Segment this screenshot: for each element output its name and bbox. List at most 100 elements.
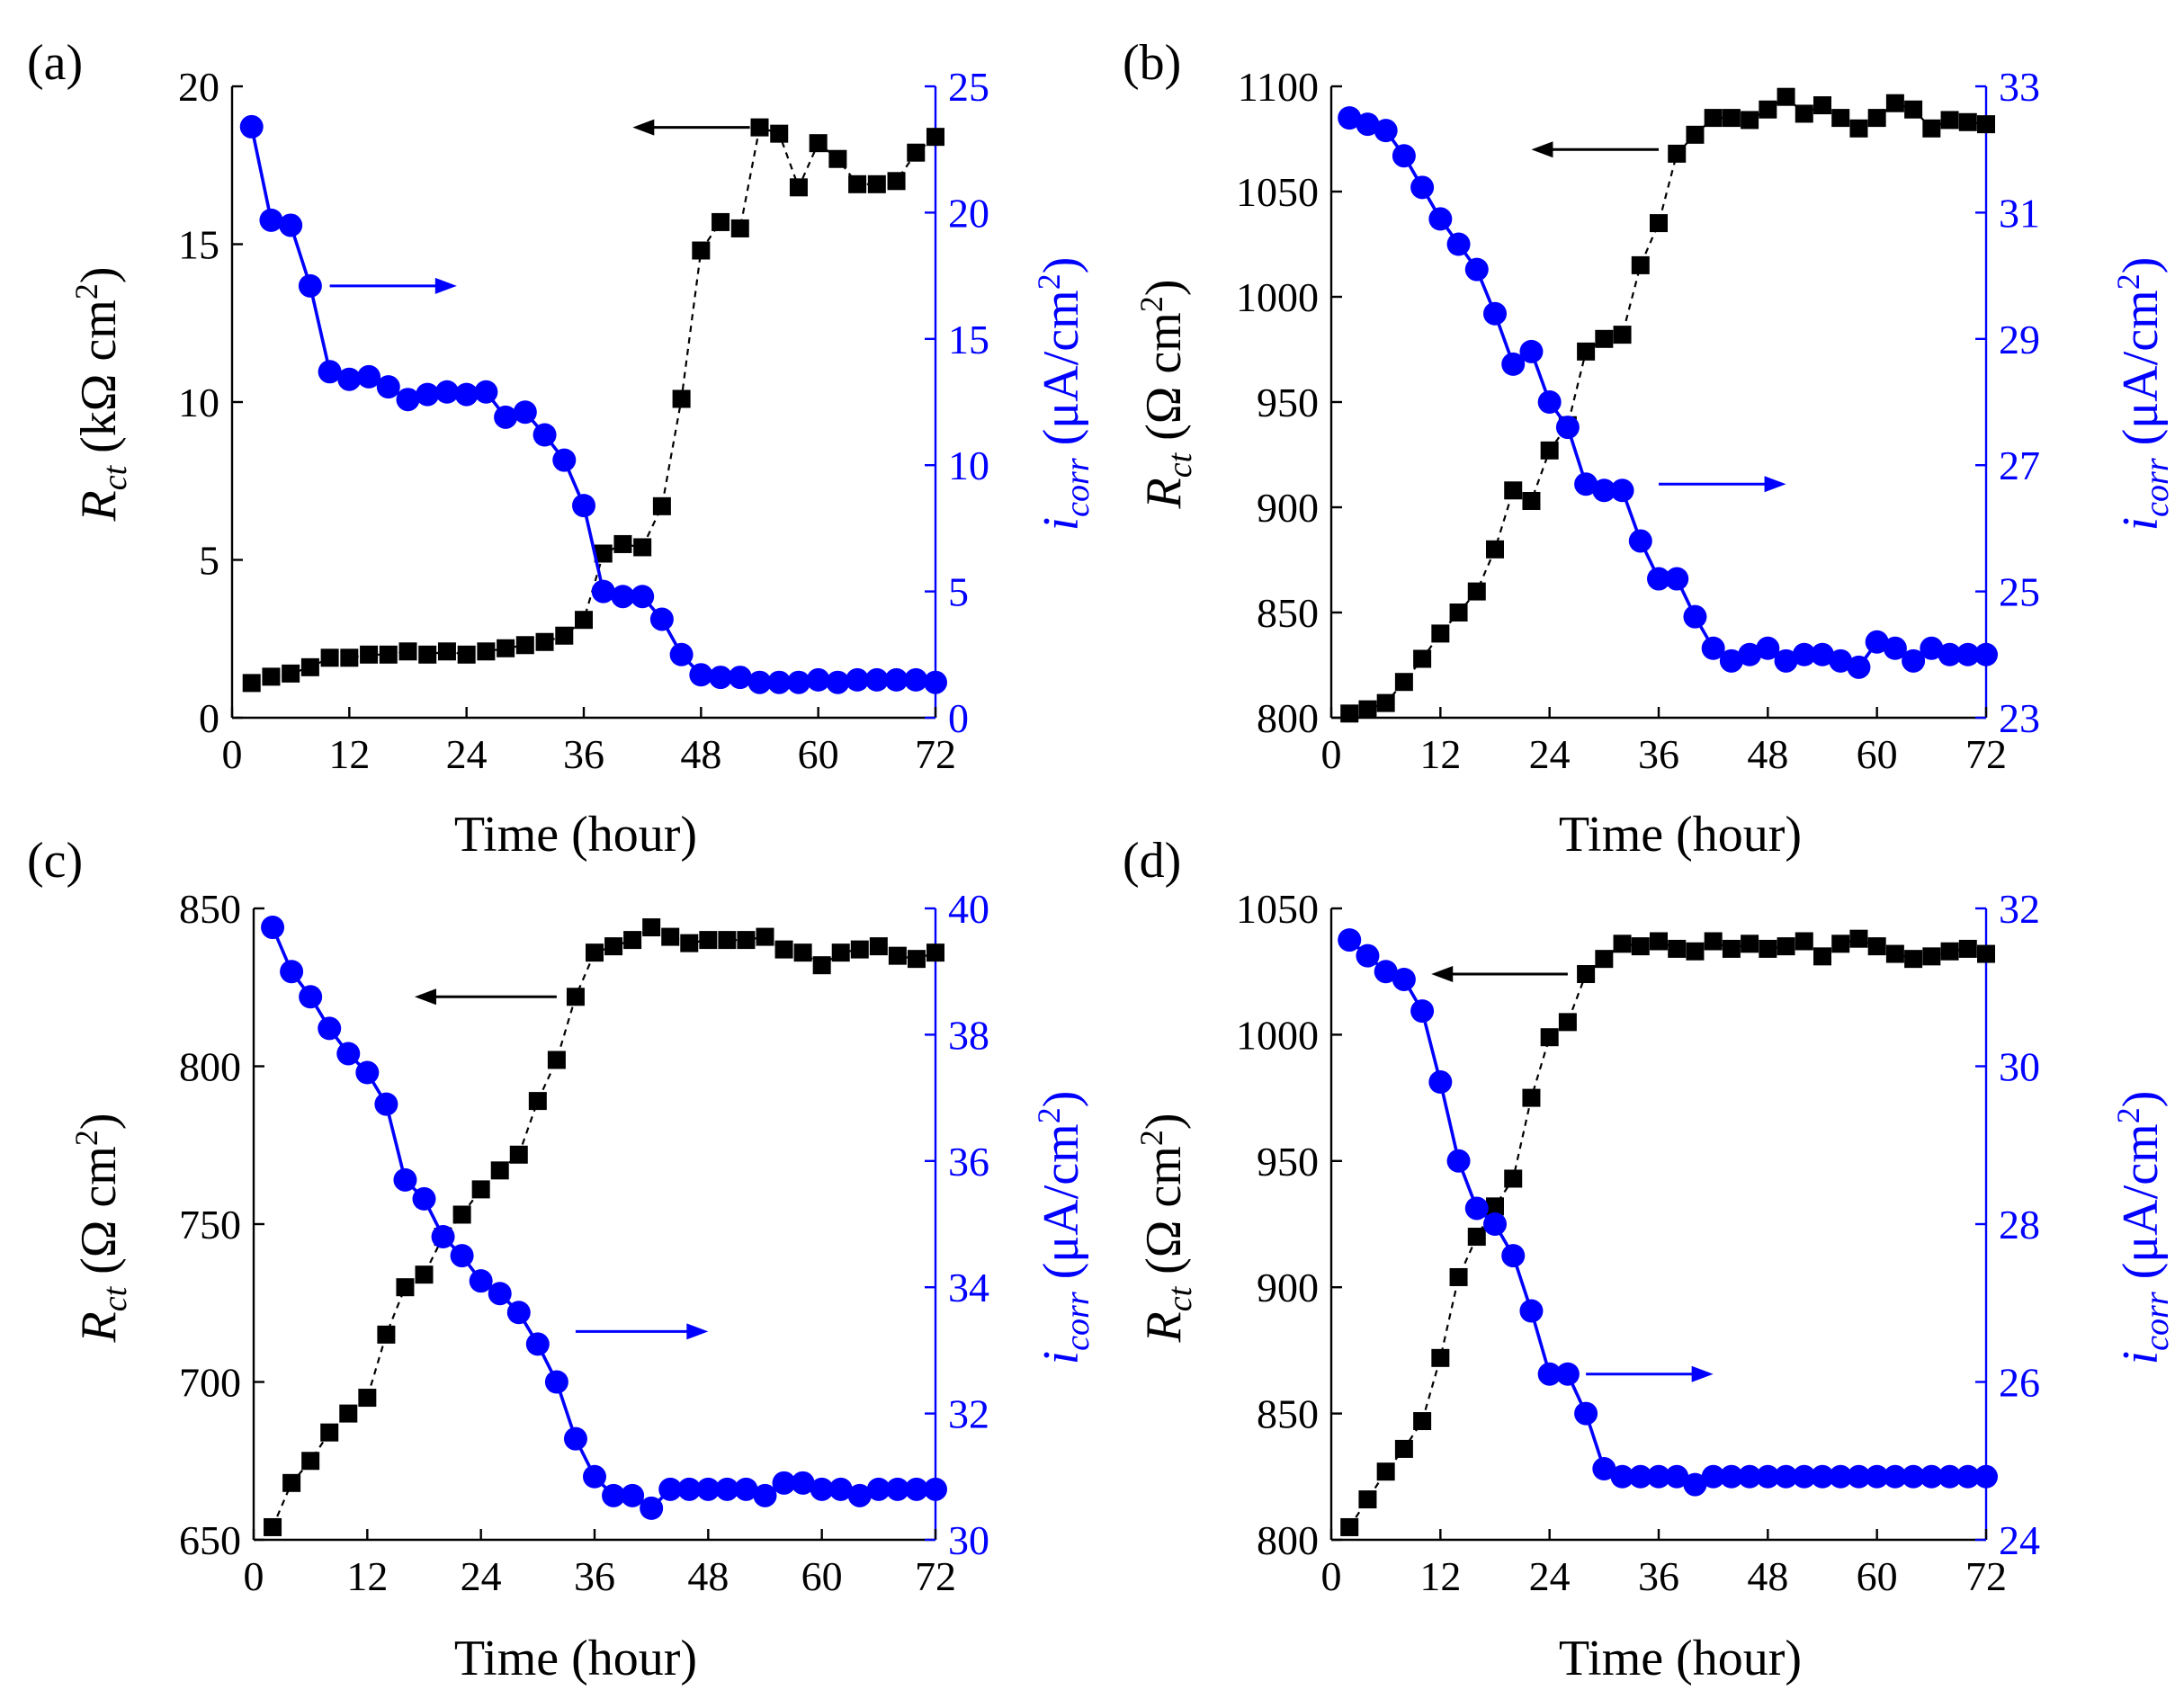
icorr-data-point — [602, 1483, 626, 1507]
icorr-data-point — [847, 1483, 872, 1507]
y-axis-title-left: Rct (kΩ cm2) — [68, 267, 134, 523]
y-tick-label-right: 32 — [948, 1391, 989, 1437]
icorr-data-point — [1356, 112, 1380, 137]
y2-title-sup: 2 — [2110, 273, 2146, 290]
rct-data-point — [1504, 481, 1523, 500]
y-tick-label-right: 25 — [948, 64, 989, 110]
icorr-data-point — [1428, 207, 1453, 231]
icorr-data-point — [1464, 1196, 1489, 1221]
rct-data-point — [1449, 1267, 1468, 1286]
icorr-data-point — [1829, 648, 1853, 673]
icorr-data-point — [1537, 1362, 1562, 1386]
y2-title-sup: 2 — [2110, 1107, 2146, 1123]
rct-data-point — [926, 943, 944, 962]
rct-data-point — [360, 645, 379, 664]
rct-data-point — [339, 1404, 358, 1423]
y-axis-title-right: icorr (μA/cm2) — [2110, 1091, 2176, 1365]
y-tick-label-right: 36 — [948, 1139, 989, 1185]
rct-axis-arrowhead — [632, 119, 655, 136]
x-tick-label: 36 — [1638, 1553, 1679, 1599]
icorr-data-point — [318, 1016, 342, 1041]
icorr-data-point — [412, 1186, 436, 1211]
rct-data-point — [812, 956, 831, 975]
icorr-data-point — [1829, 1464, 1853, 1489]
icorr-data-point — [1665, 1464, 1689, 1489]
y-tick-label-right: 5 — [948, 569, 969, 615]
rct-data-point — [497, 639, 515, 657]
icorr-data-point — [1683, 604, 1707, 629]
y2-title-unit: (μA/cm — [1034, 290, 1089, 458]
icorr-data-point — [1356, 943, 1380, 968]
icorr-data-point — [715, 1477, 739, 1501]
rct-data-point — [340, 648, 359, 667]
y-title-sup: 2 — [1133, 1130, 1169, 1146]
icorr-data-point — [924, 670, 947, 694]
icorr-data-point — [1974, 1464, 1998, 1489]
rct-data-point — [1631, 255, 1650, 274]
rct-data-point — [1631, 937, 1650, 956]
rct-data-point — [1340, 1517, 1359, 1536]
icorr-data-point — [1683, 1472, 1707, 1497]
rct-data-point — [793, 943, 812, 962]
icorr-data-point — [357, 364, 381, 389]
icorr-data-point — [259, 208, 283, 232]
y2-title-main: i — [1034, 517, 1089, 532]
x-tick-label: 48 — [1747, 731, 1788, 777]
icorr-data-point — [1647, 567, 1670, 591]
rct-data-point — [1795, 104, 1813, 123]
rct-data-point — [1413, 649, 1432, 668]
icorr-data-point — [299, 985, 323, 1009]
rct-data-point — [477, 642, 496, 661]
icorr-data-point — [376, 375, 400, 399]
icorr-data-point — [904, 1477, 928, 1501]
icorr-data-point — [1410, 175, 1435, 200]
rct-data-point — [1540, 441, 1559, 460]
x-tick-label: 60 — [798, 731, 839, 777]
x-tick-label: 72 — [915, 731, 956, 777]
icorr-data-point — [631, 585, 655, 609]
icorr-data-point — [544, 1370, 568, 1394]
y-tick-label-right: 33 — [1999, 64, 2040, 110]
rct-data-point — [1759, 939, 1777, 958]
icorr-data-point — [1374, 960, 1398, 984]
rct-data-point — [1577, 965, 1596, 984]
rct-data-point — [320, 1423, 339, 1442]
icorr-data-point — [1592, 1457, 1616, 1481]
y2-title-sub: corr — [2138, 458, 2176, 517]
panel-d: (d) Time (hour) Rct (Ω cm2) icorr (μA/cm… — [1123, 833, 2176, 1686]
y-title-sub: ct — [1161, 452, 1199, 478]
rct-data-point — [566, 988, 585, 1006]
y-tick-label-right: 24 — [1999, 1517, 2040, 1563]
rct-data-point — [457, 645, 476, 664]
icorr-data-point — [1628, 529, 1652, 553]
panel-label: (d) — [1123, 833, 1181, 889]
rct-data-point — [1413, 1412, 1432, 1431]
x-tick-label: 24 — [1529, 731, 1571, 777]
rct-data-point — [1777, 87, 1795, 106]
icorr-data-point — [1338, 106, 1362, 130]
icorr-data-point — [734, 1477, 758, 1501]
x-axis-title: Time (hour) — [1559, 807, 1802, 863]
icorr-data-point — [261, 916, 285, 940]
rct-data-point — [604, 937, 623, 956]
icorr-data-point — [1774, 1464, 1798, 1489]
rct-data-point — [888, 946, 907, 965]
y2-title-sub: corr — [1059, 458, 1096, 517]
rct-data-point — [1940, 111, 1959, 130]
y-tick-label-right: 40 — [948, 886, 989, 932]
y-tick-label-right: 27 — [1999, 443, 2040, 488]
y-tick-label-left: 15 — [178, 222, 219, 268]
rct-data-point — [1922, 947, 1941, 966]
icorr-data-point — [1574, 1401, 1598, 1426]
rct-data-point — [358, 1389, 377, 1408]
rct-data-point — [1467, 582, 1486, 601]
x-tick-label: 72 — [915, 1553, 956, 1599]
y2-title-sup: 2 — [1031, 273, 1067, 290]
icorr-data-point — [1446, 232, 1471, 256]
icorr-data-point — [279, 213, 303, 237]
icorr-axis-arrowhead — [686, 1323, 709, 1340]
rct-data-point — [1668, 939, 1687, 958]
rct-axis-arrowhead — [1531, 141, 1553, 158]
icorr-data-point — [1555, 1362, 1580, 1386]
y-tick-label-left: 1100 — [1238, 64, 1319, 110]
